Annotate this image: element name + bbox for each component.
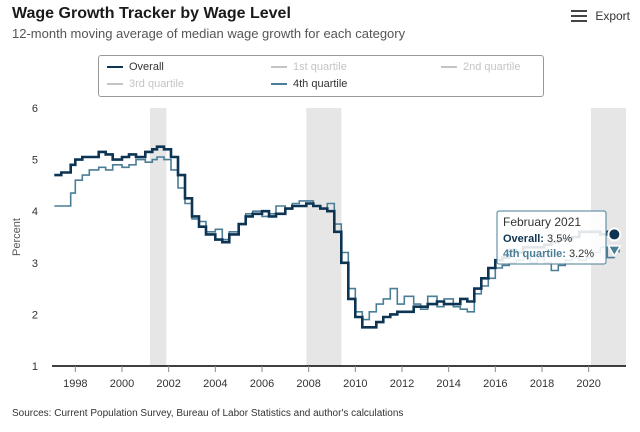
x-tick-label: 2008	[296, 378, 320, 390]
source-note: Sources: Current Population Survey, Bure…	[12, 408, 404, 419]
legend-item-overall[interactable]: Overall	[107, 61, 164, 73]
menu-icon	[571, 10, 588, 22]
x-tick-label: 1998	[63, 378, 87, 390]
tooltip-row-label: Overall:	[503, 233, 544, 245]
y-tick-label: 3	[32, 258, 38, 270]
x-tick-label: 2018	[530, 378, 554, 390]
y-tick-label: 4	[32, 206, 38, 218]
export-label: Export	[595, 9, 630, 23]
y-tick-label: 5	[32, 155, 38, 167]
recession-band	[150, 108, 167, 366]
x-tick-label: 2002	[156, 378, 180, 390]
legend-label: 3rd quartile	[129, 78, 185, 90]
marker-overall	[607, 227, 622, 242]
chart-subtitle: 12-month moving average of median wage g…	[12, 26, 406, 41]
legend-label: 1st quartile	[293, 61, 347, 73]
marker-4th-quartile	[607, 245, 622, 258]
tooltip-box	[496, 210, 607, 265]
export-button[interactable]: Export	[571, 9, 630, 23]
legend-label: 4th quartile	[293, 78, 348, 90]
tooltip-title: February 2021	[503, 215, 581, 229]
x-tick-label: 2004	[203, 378, 227, 390]
x-tick-label: 2020	[576, 378, 600, 390]
legend-swatch-2nd-quartile	[441, 66, 457, 68]
x-tick-label: 2006	[250, 378, 274, 390]
legend-swatch-overall	[107, 66, 123, 68]
x-tick-label: 2000	[110, 378, 134, 390]
tooltip-row: Overall: 3.5%	[503, 233, 572, 245]
legend-swatch-1st-quartile	[271, 66, 287, 68]
x-tick-label: 2014	[436, 378, 460, 390]
legend-item-3rd-quartile[interactable]: 3rd quartile	[107, 78, 184, 90]
legend-item-1st-quartile[interactable]: 1st quartile	[271, 61, 347, 73]
legend-item-2nd-quartile[interactable]: 2nd quartile	[441, 61, 521, 73]
recession-band	[306, 108, 342, 366]
tooltip-row: 4th quartile: 3.2%	[503, 248, 594, 260]
x-tick-label: 2016	[483, 378, 507, 390]
tooltip-row-value: 3.2%	[566, 248, 594, 260]
legend-swatch-3rd-quartile	[107, 83, 123, 85]
y-axis-label: Percent	[11, 218, 23, 256]
chart-legend: Overall 1st quartile 2nd quartile 3rd qu…	[98, 55, 544, 97]
chart-title: Wage Growth Tracker by Wage Level	[12, 5, 291, 22]
legend-swatch-4th-quartile	[271, 83, 287, 85]
y-tick-label: 6	[32, 103, 38, 115]
tooltip-row-value: 3.5%	[544, 233, 572, 245]
legend-label: Overall	[129, 61, 164, 73]
y-tick-label: 2	[32, 309, 38, 321]
legend-item-4th-quartile[interactable]: 4th quartile	[271, 78, 347, 90]
x-tick-label: 2010	[343, 378, 367, 390]
tooltip-row-label: 4th quartile:	[503, 248, 566, 260]
y-tick-label: 1	[32, 361, 38, 373]
legend-label: 2nd quartile	[463, 61, 521, 73]
x-tick-label: 2012	[390, 378, 414, 390]
